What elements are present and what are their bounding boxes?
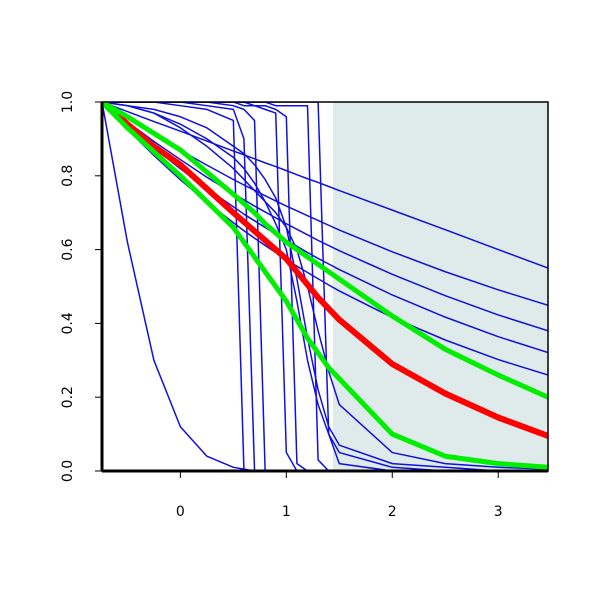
x-tick-label: 2: [388, 504, 397, 520]
series-line: [102, 102, 548, 471]
x-tick-label: 0: [176, 504, 185, 520]
y-tick-label: 0.6: [60, 238, 76, 260]
series-line: [102, 102, 548, 471]
y-tick-label: 1.0: [60, 91, 76, 113]
series-line: [102, 102, 548, 471]
series-line: [102, 102, 548, 471]
y-tick-label: 0.2: [60, 386, 76, 408]
series-line: [102, 102, 548, 470]
series-line: [102, 102, 548, 439]
shade-layer: [332, 102, 548, 471]
series-line: [102, 102, 548, 470]
series-line: [102, 102, 548, 471]
axis-layer: 0.0 0.2 0.4 0.6 0.8 1.0 0 1 2 3: [60, 91, 503, 520]
series-line: [102, 102, 548, 471]
y-tick-label: 0.8: [60, 165, 76, 187]
series-line: [102, 102, 548, 400]
y-tick-label: 0.0: [60, 460, 76, 482]
x-tick-label: 3: [494, 504, 503, 520]
series-line: [102, 102, 548, 269]
x-tick-label: 1: [282, 504, 291, 520]
shaded-region: [332, 102, 548, 471]
y-tick-label: 0.4: [60, 312, 76, 334]
line-layer: [102, 102, 548, 471]
